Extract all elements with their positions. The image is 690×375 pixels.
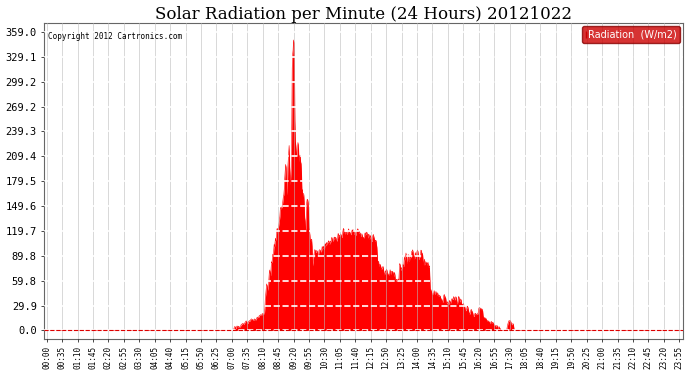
Text: Copyright 2012 Cartronics.com: Copyright 2012 Cartronics.com: [48, 32, 181, 41]
Title: Solar Radiation per Minute (24 Hours) 20121022: Solar Radiation per Minute (24 Hours) 20…: [155, 6, 573, 22]
Legend: Radiation  (W/m2): Radiation (W/m2): [582, 26, 680, 44]
